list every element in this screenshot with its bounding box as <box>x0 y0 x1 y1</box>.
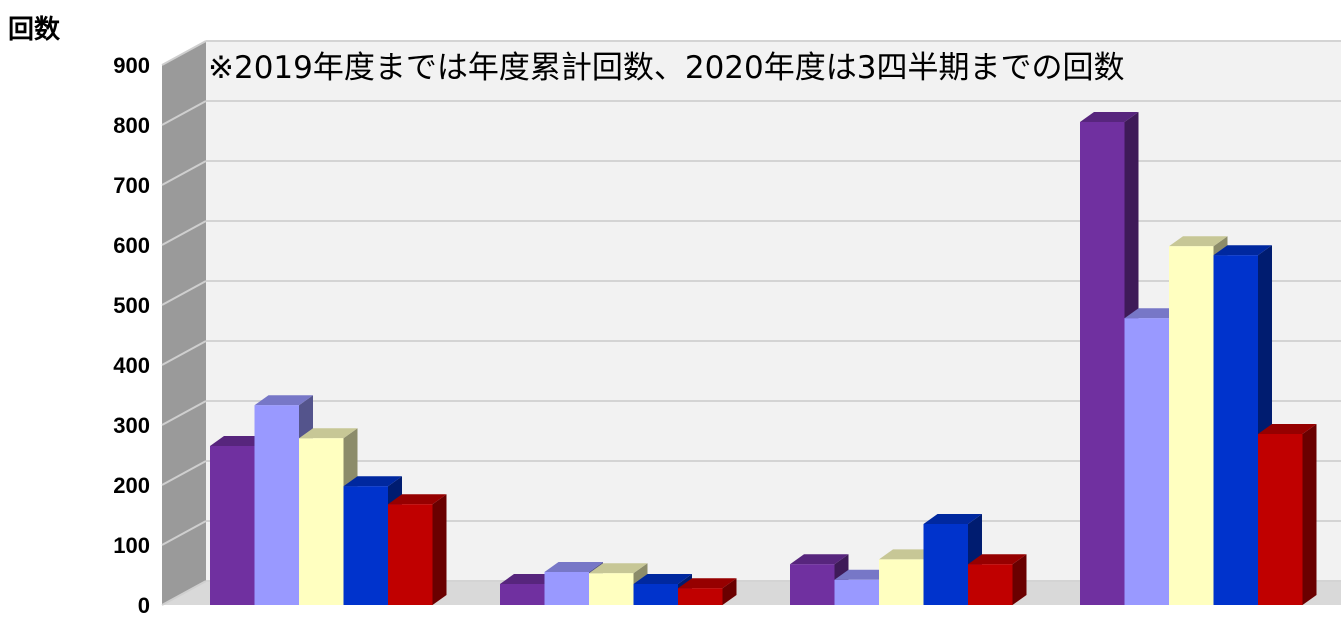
gridline-side <box>161 520 207 546</box>
y-tick-label: 400 <box>113 353 150 378</box>
bar-top <box>299 428 358 439</box>
chart-annotation: ※2019年度までは年度累計回数、2020年度は3四半期までの回数 <box>208 50 1124 86</box>
bar <box>923 524 968 605</box>
bar-group <box>500 562 737 605</box>
bar-group <box>790 514 1027 605</box>
y-axis-ticks: 0 100 200 300 400 500 600 700 800 900 <box>113 53 150 618</box>
bar-top <box>923 514 982 524</box>
gridline-side <box>161 580 207 606</box>
bar <box>500 584 545 605</box>
bar <box>388 504 433 605</box>
bar-top <box>834 569 893 580</box>
bar-top <box>544 562 603 572</box>
bar-side <box>1302 424 1317 605</box>
bar-top <box>1213 245 1272 256</box>
gridline-side <box>161 280 207 306</box>
bar <box>1169 246 1214 605</box>
bar-top <box>210 436 269 446</box>
bar-group <box>1080 112 1317 605</box>
bar-top <box>1080 112 1139 122</box>
bar-top <box>1124 308 1183 319</box>
bar-top <box>678 578 737 589</box>
bar-top <box>633 574 692 584</box>
bars <box>210 112 1317 605</box>
back-wall <box>206 41 1341 581</box>
bar <box>834 579 879 605</box>
bar-top <box>589 563 648 574</box>
y-axis-label: 回数 <box>8 15 61 45</box>
gridline-side <box>161 460 207 486</box>
bar <box>589 573 634 605</box>
bar <box>299 438 344 605</box>
y-tick-label: 0 <box>138 593 150 618</box>
bar-top <box>790 554 849 565</box>
bar-top <box>879 549 938 560</box>
y-tick-label: 100 <box>113 533 150 558</box>
y-tick-label: 900 <box>113 53 150 78</box>
bar <box>879 559 924 605</box>
gridline-side <box>161 340 207 366</box>
bar-top <box>1258 424 1317 434</box>
bar-top <box>968 554 1027 565</box>
bar <box>544 572 589 605</box>
y-tick-label: 500 <box>113 293 150 318</box>
bar <box>968 564 1013 605</box>
bar <box>633 584 678 605</box>
bar <box>343 486 388 605</box>
gridline-side <box>161 40 207 66</box>
bar-group <box>210 395 447 605</box>
bar <box>790 564 835 605</box>
y-tick-label: 200 <box>113 473 150 498</box>
bar-side <box>722 578 737 605</box>
side-wall <box>162 41 206 605</box>
bar-top <box>500 574 559 584</box>
gridline-side <box>161 100 207 126</box>
y-tick-label: 600 <box>113 233 150 258</box>
bar <box>254 405 299 605</box>
bar <box>1124 318 1169 605</box>
chart-walls <box>162 41 1341 605</box>
bar-top <box>254 395 313 406</box>
y-tick-label: 300 <box>113 413 150 438</box>
bar-top <box>343 476 402 487</box>
bar <box>1080 122 1125 605</box>
gridline-side <box>161 400 207 426</box>
bar-side <box>1012 554 1027 605</box>
y-tick-label: 700 <box>113 173 150 198</box>
bar <box>1258 434 1303 605</box>
bar <box>678 588 723 605</box>
y-tick-label: 800 <box>113 113 150 138</box>
gridline-side <box>161 160 207 186</box>
bar <box>1213 255 1258 605</box>
floor <box>162 581 1341 605</box>
bar-top <box>388 494 447 505</box>
bar <box>210 446 255 605</box>
bar-side <box>432 494 447 605</box>
gridline-side <box>161 220 207 246</box>
bar-top <box>1169 236 1228 247</box>
